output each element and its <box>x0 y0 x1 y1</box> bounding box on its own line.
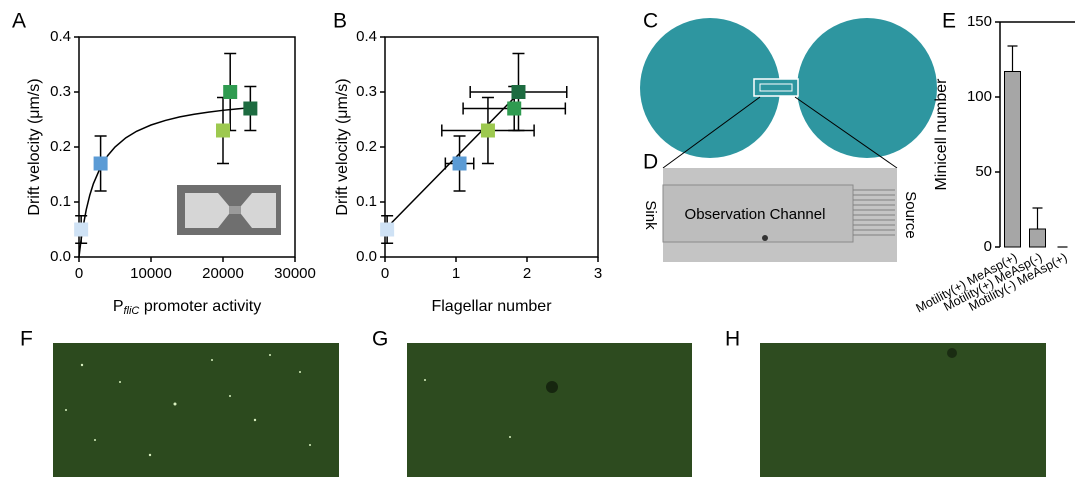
point <box>452 156 467 171</box>
panel-label: H <box>725 328 740 351</box>
point <box>216 123 230 138</box>
comb <box>853 189 895 236</box>
x-tick-label: 1 <box>452 265 460 282</box>
y-tick-label: 100 <box>967 88 992 105</box>
bar <box>1029 228 1046 248</box>
panel-label: E <box>942 10 956 33</box>
fit-line <box>78 106 252 258</box>
point <box>74 222 89 237</box>
inset-channel <box>229 206 241 214</box>
bar <box>1004 71 1021 248</box>
point <box>507 101 522 116</box>
source-label: Source <box>902 191 919 239</box>
x-label-sub: fliC <box>123 305 139 317</box>
x-tick-label: 30000 <box>274 265 316 282</box>
y-tick-label: 150 <box>967 13 992 30</box>
y-axis-label: Drift velocity (μm/s) <box>334 78 351 215</box>
panel-label: C <box>643 10 658 33</box>
y-tick-label: 0.2 <box>356 138 377 155</box>
x-label-rest: promoter activity <box>139 298 261 315</box>
sink-label: Sink <box>642 200 659 230</box>
x-axis-label: Flagellar number <box>431 298 552 315</box>
x-label-main: P <box>113 298 124 315</box>
fluorescence-image <box>760 343 1046 477</box>
panel-label: A <box>12 10 26 33</box>
point <box>480 123 495 138</box>
bright-spots <box>65 354 311 457</box>
point <box>93 156 108 171</box>
y-axis-label: Drift velocity (μm/s) <box>26 78 43 215</box>
bright-spot <box>424 379 426 381</box>
error-bar <box>1007 45 1018 72</box>
y-tick-label: 0.3 <box>356 83 377 100</box>
y-tick-label: 50 <box>975 163 992 180</box>
point <box>243 101 258 116</box>
y-tick-label: 0.4 <box>50 28 71 45</box>
y-tick-label: 0.4 <box>356 28 377 45</box>
chamber-circle <box>797 18 937 158</box>
x-tick-label: 2 <box>523 265 531 282</box>
y-axis-label: Minicell number <box>933 78 950 191</box>
point <box>511 85 526 99</box>
fluorescence-image <box>407 343 692 477</box>
x-tick-label: 0 <box>381 265 389 282</box>
x-tick-label: 3 <box>594 265 602 282</box>
bright-spot <box>509 436 511 438</box>
x-tick-label: 20000 <box>202 265 244 282</box>
y-tick-label: 0.1 <box>50 193 71 210</box>
channel-inner <box>759 83 793 92</box>
particle <box>762 235 768 241</box>
y-tick-label: 0.0 <box>356 248 377 265</box>
fit-line <box>384 91 521 231</box>
channel-body <box>662 184 854 243</box>
point <box>223 85 238 99</box>
channel-label: Observation Channel <box>685 206 826 223</box>
dark-spot <box>546 381 558 393</box>
x-axis-label: PfliC promoter activity <box>113 298 261 317</box>
dark-spot <box>947 348 957 358</box>
fluorescence-image <box>53 343 339 477</box>
y-tick-label: 0.3 <box>50 83 71 100</box>
error-bar <box>1032 207 1043 229</box>
panel-label: G <box>372 328 388 351</box>
y-tick-label: 0.0 <box>50 248 71 265</box>
panel-label: D <box>643 151 658 174</box>
point <box>380 222 395 237</box>
zoom-line <box>662 96 761 169</box>
y-tick-label: 0.1 <box>356 193 377 210</box>
zoom-line <box>794 96 898 169</box>
x-tick-label: 10000 <box>130 265 172 282</box>
y-tick-label: 0 <box>984 238 992 255</box>
plot-frame <box>384 36 599 258</box>
y-tick-label: 0.2 <box>50 138 71 155</box>
chamber-circle <box>640 18 780 158</box>
panel-label: B <box>333 10 347 33</box>
panel-label: F <box>20 328 33 351</box>
x-tick-label: 0 <box>75 265 83 282</box>
